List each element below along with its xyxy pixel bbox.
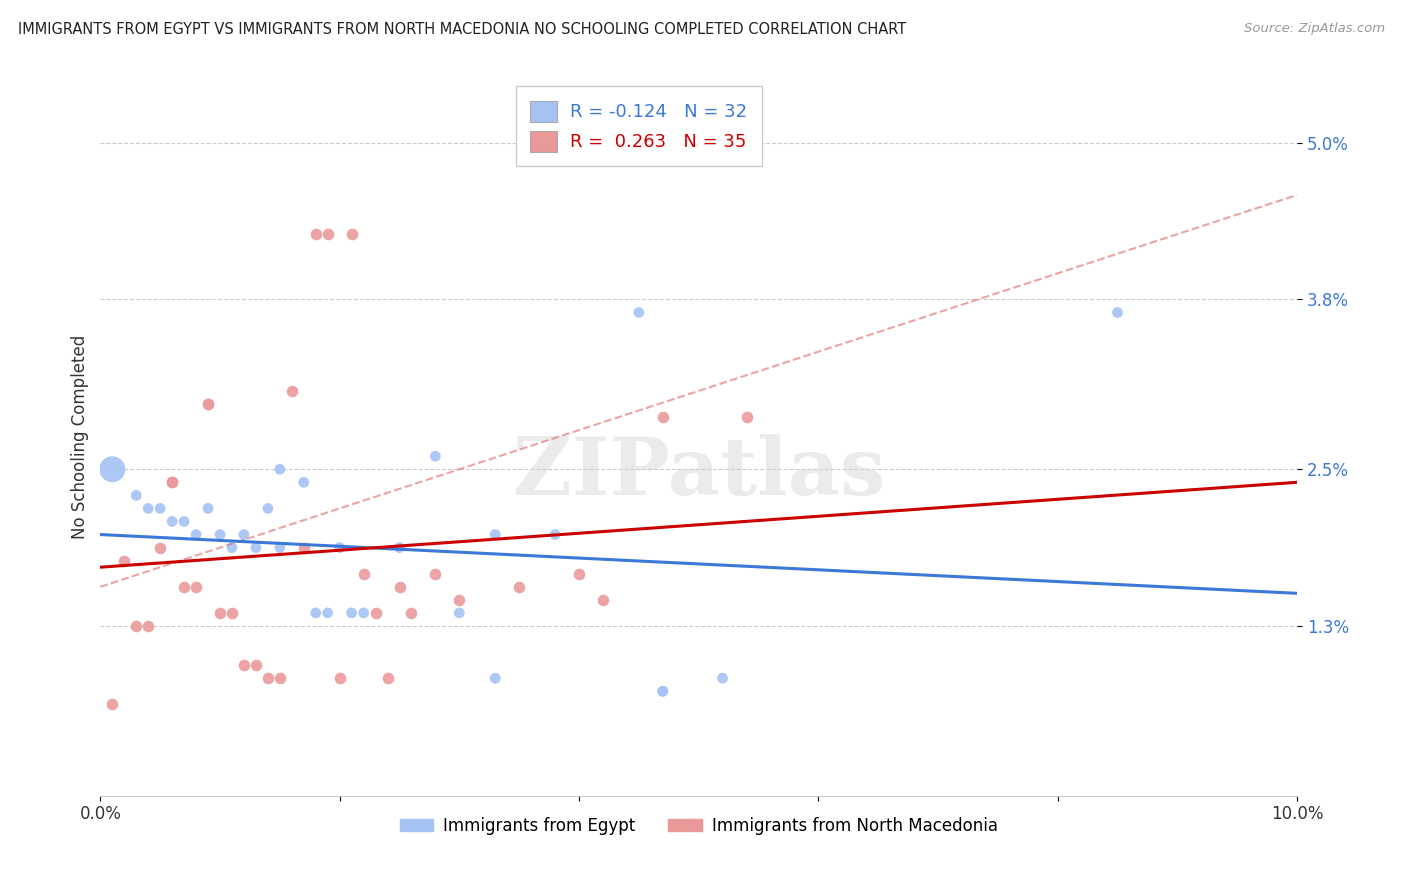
Point xyxy=(292,475,315,490)
Point xyxy=(160,515,183,529)
Point xyxy=(353,606,375,620)
Point xyxy=(149,501,172,516)
Point xyxy=(173,515,195,529)
Point xyxy=(112,554,135,568)
Text: ZIPatlas: ZIPatlas xyxy=(513,434,884,511)
Point xyxy=(377,671,399,685)
Point xyxy=(245,541,267,555)
Point xyxy=(197,397,219,411)
Point xyxy=(257,501,280,516)
Point xyxy=(233,658,256,673)
Point xyxy=(221,541,243,555)
Point xyxy=(184,527,207,541)
Point xyxy=(425,449,447,463)
Point xyxy=(388,541,411,555)
Point xyxy=(735,409,758,424)
Point xyxy=(208,527,231,541)
Point xyxy=(592,592,614,607)
Point xyxy=(221,606,243,620)
Point xyxy=(484,527,506,541)
Point xyxy=(160,475,183,490)
Point xyxy=(184,580,207,594)
Point xyxy=(197,397,219,411)
Y-axis label: No Schooling Completed: No Schooling Completed xyxy=(72,334,89,539)
Point xyxy=(257,671,280,685)
Point xyxy=(449,592,471,607)
Point xyxy=(197,501,219,516)
Point xyxy=(233,527,256,541)
Point xyxy=(316,227,339,242)
Point xyxy=(281,384,304,398)
Point xyxy=(651,684,673,698)
Point xyxy=(401,606,423,620)
Point xyxy=(627,305,650,319)
Point xyxy=(544,527,567,541)
Point xyxy=(651,409,673,424)
Point xyxy=(136,619,159,633)
Point xyxy=(269,541,291,555)
Point xyxy=(329,541,352,555)
Point xyxy=(316,606,339,620)
Point xyxy=(125,619,148,633)
Point xyxy=(101,462,124,476)
Point xyxy=(340,606,363,620)
Point xyxy=(245,658,267,673)
Point xyxy=(711,671,734,685)
Point xyxy=(364,606,387,620)
Point xyxy=(160,475,183,490)
Point xyxy=(1107,305,1129,319)
Point xyxy=(305,606,328,620)
Point xyxy=(353,566,375,581)
Point xyxy=(329,671,352,685)
Point xyxy=(484,671,506,685)
Point xyxy=(292,541,315,555)
Point xyxy=(449,606,471,620)
Point xyxy=(125,488,148,502)
Point xyxy=(388,580,411,594)
Point xyxy=(208,606,231,620)
Point xyxy=(425,566,447,581)
Text: Source: ZipAtlas.com: Source: ZipAtlas.com xyxy=(1244,22,1385,36)
Point xyxy=(173,580,195,594)
Point xyxy=(568,566,591,581)
Point xyxy=(508,580,530,594)
Point xyxy=(340,227,363,242)
Point xyxy=(651,684,673,698)
Point xyxy=(305,227,328,242)
Point xyxy=(149,541,172,555)
Legend: R = -0.124   N = 32, R =  0.263   N = 35: R = -0.124 N = 32, R = 0.263 N = 35 xyxy=(516,87,762,166)
Text: IMMIGRANTS FROM EGYPT VS IMMIGRANTS FROM NORTH MACEDONIA NO SCHOOLING COMPLETED : IMMIGRANTS FROM EGYPT VS IMMIGRANTS FROM… xyxy=(18,22,907,37)
Point xyxy=(269,671,291,685)
Point xyxy=(101,698,124,712)
Point xyxy=(136,501,159,516)
Point xyxy=(269,462,291,476)
